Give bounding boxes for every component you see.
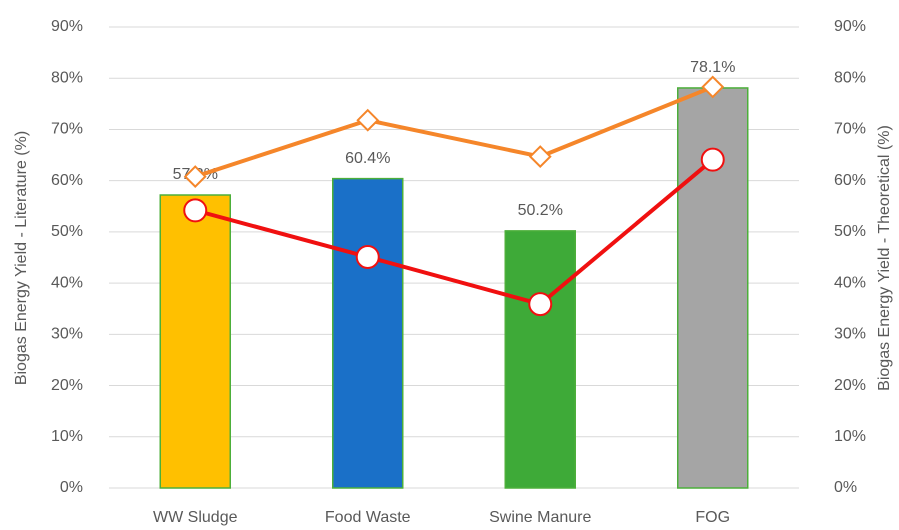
y2-tick-label: 60% <box>834 172 866 189</box>
bar <box>159 194 231 489</box>
marker <box>528 145 552 169</box>
y2-tick-label: 40% <box>834 274 866 291</box>
y-tick-label: 40% <box>51 274 83 291</box>
y2-tick-label: 20% <box>834 377 866 394</box>
y-axis-title: Biogas Energy Yield - Literature (%) <box>13 131 30 385</box>
y-tick-label: 50% <box>51 223 83 240</box>
y-tick-label: 0% <box>60 479 83 496</box>
y2-tick-label: 70% <box>834 121 866 138</box>
marker <box>528 292 553 317</box>
marker <box>183 198 208 223</box>
marker <box>183 165 207 188</box>
y2-tick-label: 10% <box>834 428 866 445</box>
y2-tick-label: 0% <box>834 479 857 496</box>
x-tick-label: WW Sludge <box>153 509 238 526</box>
bar <box>332 177 404 489</box>
y-tick-label: 90% <box>51 18 83 35</box>
y-tick-label: 80% <box>51 69 83 86</box>
y2-tick-label: 90% <box>834 18 866 35</box>
y-tick-label: 70% <box>51 121 83 138</box>
data-label: 60.4% <box>345 150 390 167</box>
line <box>194 158 715 307</box>
line <box>194 85 714 179</box>
x-tick-label: Swine Manure <box>489 509 591 526</box>
data-label: 78.1% <box>690 59 735 76</box>
y-tick-label: 30% <box>51 326 83 343</box>
y-tick-label: 60% <box>51 172 83 189</box>
y2-tick-label: 80% <box>834 69 866 86</box>
bar <box>504 230 576 489</box>
x-tick-label: FOG <box>695 509 730 526</box>
marker <box>701 75 725 99</box>
y2-tick-label: 50% <box>834 223 866 240</box>
x-tick-label: Food Waste <box>325 509 411 526</box>
marker <box>700 147 725 172</box>
marker <box>355 244 380 269</box>
y-tick-label: 10% <box>51 428 83 445</box>
y2-axis-title: Biogas Energy Yield - Theoretical (%) <box>876 125 893 391</box>
y2-tick-label: 30% <box>834 326 866 343</box>
marker <box>356 108 380 132</box>
data-label: 50.2% <box>518 202 563 219</box>
y-tick-label: 20% <box>51 377 83 394</box>
